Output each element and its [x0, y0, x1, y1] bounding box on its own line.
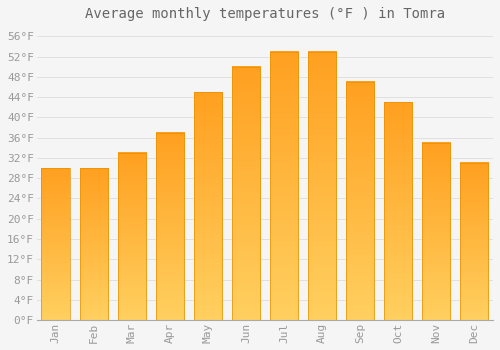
Bar	[118, 153, 146, 320]
Bar	[308, 51, 336, 320]
Bar	[156, 133, 184, 320]
Title: Average monthly temperatures (°F ) in Tomra: Average monthly temperatures (°F ) in To…	[85, 7, 445, 21]
Bar	[42, 168, 70, 320]
Bar	[422, 143, 450, 320]
Bar	[194, 92, 222, 320]
Bar	[384, 102, 412, 320]
Bar	[270, 51, 298, 320]
Bar	[232, 67, 260, 320]
Bar	[460, 163, 488, 320]
Bar	[80, 168, 108, 320]
Bar	[346, 82, 374, 320]
